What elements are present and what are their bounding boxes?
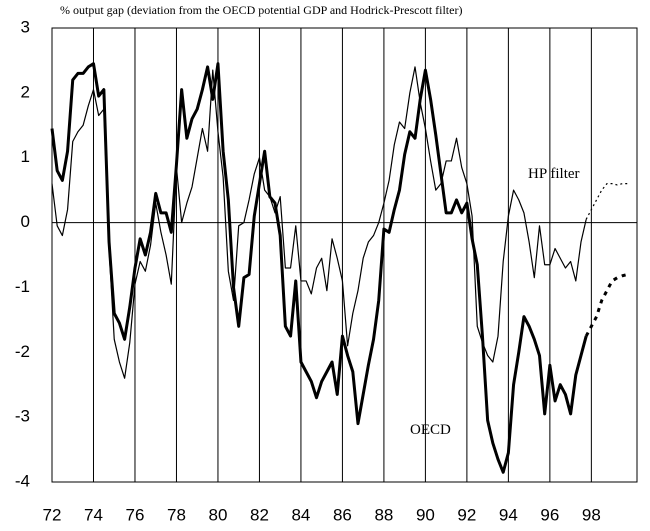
x-tick-label: 86: [333, 505, 352, 524]
y-tick-label: 3: [21, 17, 30, 36]
x-tick-label: 96: [540, 505, 559, 524]
series-label: OECD: [410, 422, 451, 438]
y-tick-label: -4: [15, 471, 30, 490]
x-tick-label: 84: [291, 505, 310, 524]
series-line: [51, 66, 587, 379]
series-line: [585, 183, 628, 220]
series-line: [50, 62, 588, 474]
x-tick-label: 90: [416, 505, 435, 524]
x-tick-label: 82: [250, 505, 269, 524]
y-tick-label: 0: [21, 212, 30, 231]
x-tick-label: 78: [167, 505, 186, 524]
series-line: [584, 273, 629, 337]
x-tick-label: 76: [126, 505, 145, 524]
y-tick-label: -1: [15, 277, 30, 296]
x-tick-label: 98: [582, 505, 601, 524]
x-tick-label: 92: [457, 505, 476, 524]
series-label: HP filter: [528, 166, 580, 182]
chart-title: % output gap (deviation from the OECD po…: [60, 3, 462, 17]
x-tick-label: 88: [374, 505, 393, 524]
y-tick-label: 1: [21, 147, 30, 166]
y-tick-label: 2: [21, 82, 30, 101]
x-tick-label: 94: [499, 505, 518, 524]
plot-frame: [51, 27, 638, 483]
y-tick-label: -2: [15, 342, 30, 361]
y-tick-label: -3: [15, 407, 30, 426]
x-tick-label: 72: [43, 505, 62, 524]
x-tick-label: 80: [208, 505, 227, 524]
x-tick-label: 74: [84, 505, 103, 524]
